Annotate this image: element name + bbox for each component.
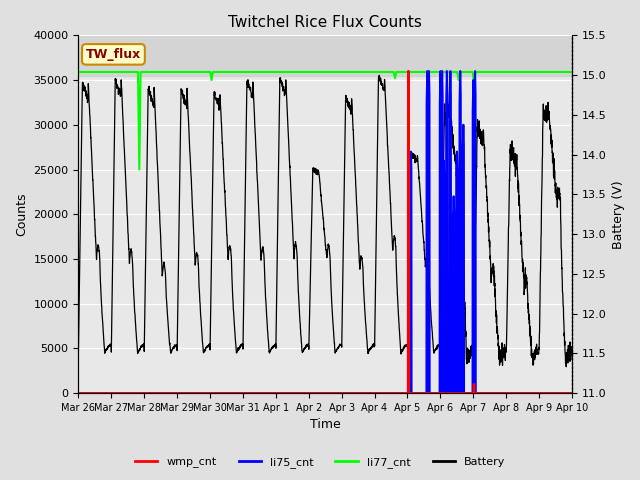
Y-axis label: Counts: Counts [15, 192, 28, 236]
Text: TW_flux: TW_flux [86, 48, 141, 61]
Title: Twitchel Rice Flux Counts: Twitchel Rice Flux Counts [228, 15, 422, 30]
Bar [79, 36, 572, 75]
Y-axis label: Battery (V): Battery (V) [612, 180, 625, 249]
Legend: wmp_cnt, li75_cnt, li77_cnt, Battery: wmp_cnt, li75_cnt, li77_cnt, Battery [131, 452, 509, 472]
X-axis label: Time: Time [310, 419, 340, 432]
